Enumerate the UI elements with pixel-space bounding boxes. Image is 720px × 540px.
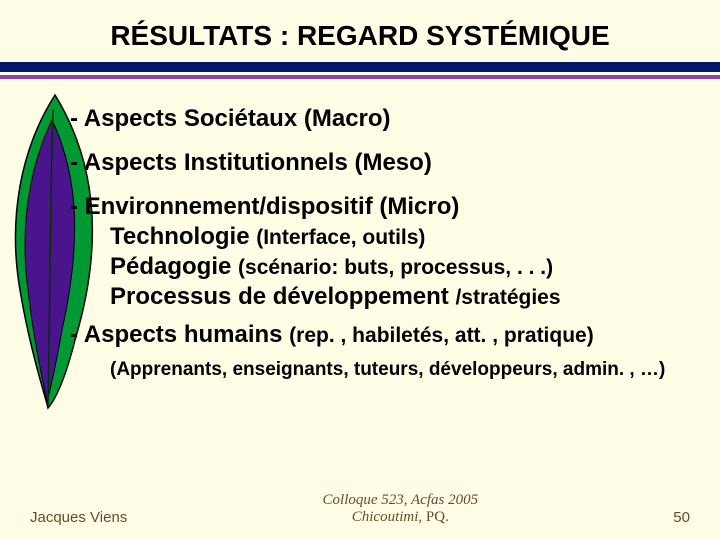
rule-navy: [0, 62, 720, 72]
footer: Jacques Viens Colloque 523, Acfas 2005 C…: [0, 492, 720, 527]
content-area: - Aspects Sociétaux (Macro) - Aspects In…: [70, 105, 700, 381]
bullet-humains-label: - Aspects humains: [70, 321, 289, 348]
bullet-environment: - Environnement/dispositif (Micro): [70, 193, 700, 221]
sub-pedagogie-label: Pédagogie: [110, 253, 238, 280]
bullet-humains: - Aspects humains (rep. , habiletés, att…: [70, 321, 700, 349]
sub-processus: Processus de développement /stratégies: [110, 283, 700, 311]
footer-page-number: 50: [673, 509, 690, 526]
sub-processus-paren: /stratégies: [455, 286, 560, 309]
sub-technologie-paren: (Interface, outils): [256, 226, 425, 249]
bullet-institutional: - Aspects Institutionnels (Meso): [70, 149, 700, 177]
sub-pedagogie: Pédagogie (scénario: buts, processus, . …: [110, 253, 700, 281]
footer-city: Chicoutimi: [352, 509, 419, 525]
slide-title: RÉSULTATS : REGARD SYSTÉMIQUE: [0, 20, 720, 52]
footer-author: Jacques Viens: [30, 509, 127, 526]
footer-event: Colloque 523, Acfas 2005 Chicoutimi, PQ.: [323, 492, 479, 527]
note-roles: (Apprenants, enseignants, tuteurs, dével…: [110, 359, 700, 381]
bullet-humains-paren: (rep. , habiletés, att. , pratique): [289, 324, 594, 347]
sub-technologie: Technologie (Interface, outils): [110, 223, 700, 251]
bullet-societal: - Aspects Sociétaux (Macro): [70, 105, 700, 133]
footer-event-line1: Colloque 523, Acfas 2005: [323, 492, 479, 509]
sub-processus-label: Processus de développement: [110, 283, 455, 310]
slide: RÉSULTATS : REGARD SYSTÉMIQUE - Aspects …: [0, 0, 720, 540]
rule-purple: [0, 75, 720, 79]
sub-technologie-label: Technologie: [110, 223, 256, 250]
footer-region: , PQ.: [418, 509, 448, 525]
sub-pedagogie-paren: (scénario: buts, processus, . . .): [238, 256, 553, 279]
footer-event-line2: Chicoutimi, PQ.: [323, 509, 479, 526]
